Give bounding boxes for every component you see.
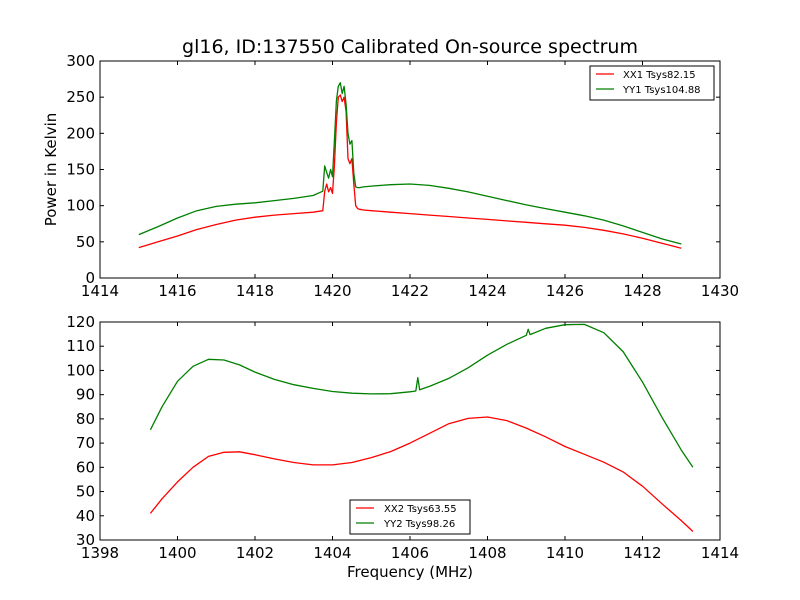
top-plot: 1414 1416 1418 1420 1422 1424 1426 1428 1430 0 50…: [42, 52, 739, 300]
bottom-plot-y-tick-label: 100: [66, 361, 95, 379]
top-plot-x-tick-label: 1416: [158, 282, 196, 300]
bottom-plot-series: [149, 323, 694, 532]
bottom-plot-y-tick-label: 30: [76, 531, 95, 549]
bottom-plot-x-axis: 1398 1400 1402 1404 1406 1408 1410 1412 1414: [81, 322, 739, 562]
bottom-plot-x-tick-label: 1404: [313, 544, 351, 562]
top-plot-x-tick-label: 1424: [468, 282, 506, 300]
top-plot-x-tick-label: 1414: [81, 282, 119, 300]
bottom-legend-label-yy2: YY2 Tsys98.26: [383, 519, 455, 530]
top-plot-y-tick-label: 150: [66, 161, 95, 179]
top-plot-x-axis: 1414 1416 1418 1420 1422 1424 1426 1428 1430: [81, 61, 739, 300]
top-plot-x-tick-label: 1426: [546, 282, 584, 300]
top-plot-series-line-xx1: [138, 94, 682, 249]
bottom-plot-y-tick-label: 70: [76, 434, 95, 452]
top-plot-x-tick-label: 1418: [236, 282, 274, 300]
bottom-plot-y-tick-label: 60: [76, 458, 95, 476]
top-plot-y-axis-label: Power in Kelvin: [42, 113, 60, 227]
bottom-plot-legend: XX2 Tsys63.55 YY2 Tsys98.26: [349, 499, 471, 535]
top-legend-label-yy1: YY1 Tsys104.88: [622, 85, 701, 96]
bottom-plot: 1398 1400 1402 1404 1406 1408 1410 1412 1414 30 4…: [66, 313, 739, 581]
bottom-legend-box: [349, 499, 471, 535]
top-plot-x-tick-label: 1428: [623, 282, 661, 300]
bottom-plot-x-tick-label: 1412: [623, 544, 661, 562]
bottom-plot-y-tick-label: 120: [66, 313, 95, 331]
top-plot-y-tick-label: 250: [66, 88, 95, 106]
bottom-plot-x-tick-label: 1398: [81, 544, 119, 562]
top-plot-x-tick-label: 1420: [313, 282, 351, 300]
bottom-plot-y-tick-label: 90: [76, 386, 95, 404]
top-plot-series: [138, 82, 682, 249]
bottom-plot-y-tick-label: 80: [76, 410, 95, 428]
bottom-plot-x-tick-label: 1400: [158, 544, 196, 562]
bottom-plot-x-tick-label: 1410: [546, 544, 584, 562]
bottom-plot-x-tick-label: 1406: [391, 544, 429, 562]
chart-title: gl16, ID:137550 Calibrated On-source spe…: [182, 36, 638, 58]
bottom-plot-x-tick-label: 1414: [701, 544, 739, 562]
bottom-plot-y-tick-label: 50: [76, 483, 95, 501]
bottom-plot-series-line-yy2: [149, 323, 694, 468]
top-plot-y-tick-label: 50: [76, 233, 95, 251]
top-plot-y-tick-label: 200: [66, 124, 95, 142]
bottom-legend-label-xx2: XX2 Tsys63.55: [384, 504, 457, 515]
bottom-plot-y-tick-label: 110: [66, 337, 95, 355]
top-plot-y-tick-label: 0: [85, 269, 95, 287]
top-plot-x-tick-label: 1430: [701, 282, 739, 300]
top-plot-y-tick-label: 100: [66, 197, 95, 215]
top-plot-y-axis: 0 50 100 150 200 250 300: [66, 52, 720, 287]
bottom-plot-y-axis: 30 40 50 60 70 80 90 100 110 120: [66, 313, 720, 549]
bottom-plot-y-tick-label: 40: [76, 507, 95, 525]
top-legend-label-xx1: XX1 Tsys82.15: [623, 70, 696, 81]
top-plot-y-tick-label: 300: [66, 52, 95, 70]
bottom-plot-x-tick-label: 1408: [468, 544, 506, 562]
bottom-plot-series-line-xx2: [149, 416, 694, 532]
top-plot-legend: XX1 Tsys82.15 YY1 Tsys104.88: [589, 65, 715, 101]
bottom-plot-x-tick-label: 1402: [236, 544, 274, 562]
top-legend-box: [589, 65, 715, 101]
bottom-plot-x-axis-label: Frequency (MHz): [347, 563, 473, 581]
top-plot-x-tick-label: 1422: [391, 282, 429, 300]
top-plot-series-line-yy1: [138, 82, 682, 245]
